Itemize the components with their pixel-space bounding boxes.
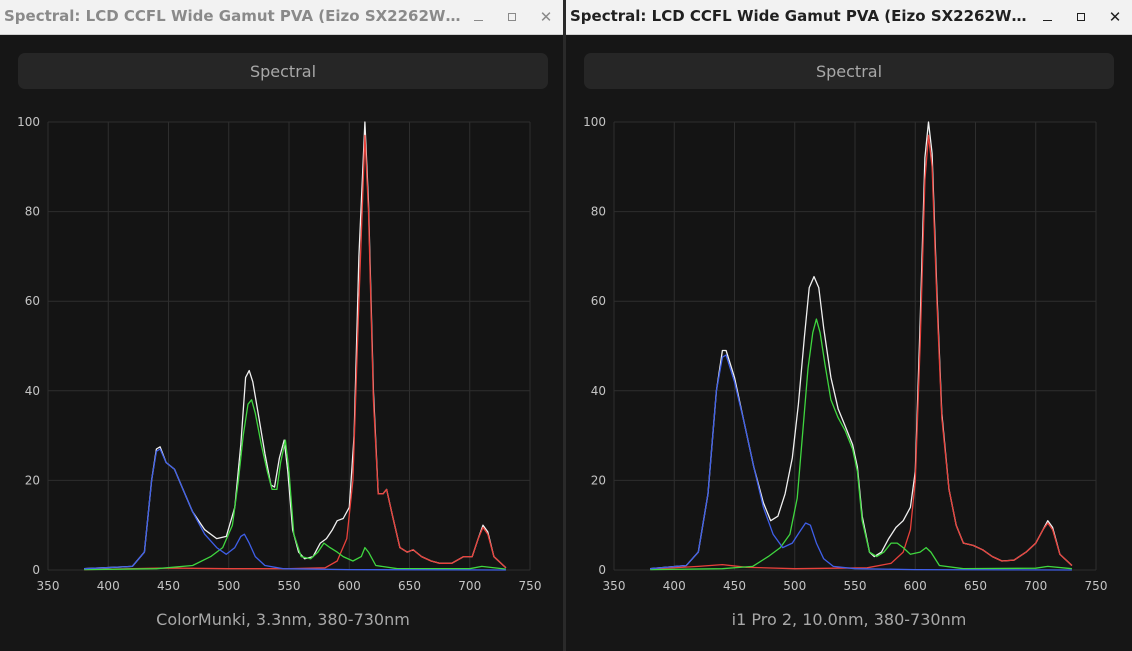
x-tick-label: 400: [97, 579, 120, 593]
close-icon[interactable]: ✕: [539, 7, 553, 26]
series-line-green: [650, 318, 1072, 571]
maximize-icon[interactable]: [1070, 6, 1092, 28]
y-tick-label: 40: [25, 384, 40, 398]
y-tick-label: 40: [591, 384, 606, 398]
x-tick-label: 700: [1024, 579, 1047, 593]
x-tick-label: 500: [783, 579, 806, 593]
window-colormunki: Spectral: LCD CCFL Wide Gamut PVA (Eizo …: [0, 0, 563, 651]
y-tick-label: 0: [32, 563, 40, 577]
x-tick-label: 350: [37, 579, 60, 593]
chart-caption: ColorMunki, 3.3nm, 380-730nm: [156, 610, 410, 629]
x-tick-label: 750: [1085, 579, 1108, 593]
spectral-chart: 350 400 450 500 550 600 650 700 750 0 20 40 60 80 100: [583, 115, 1108, 593]
x-tick-label: 400: [663, 579, 686, 593]
chart-caption: i1 Pro 2, 10.0nm, 380-730nm: [731, 610, 967, 629]
minimize-icon[interactable]: [1036, 6, 1058, 28]
close-icon[interactable]: ✕: [1108, 7, 1122, 26]
spectral-header: Spectral: [584, 53, 1114, 89]
title-bar[interactable]: Spectral: LCD CCFL Wide Gamut PVA (Eizo …: [566, 0, 1132, 35]
series-line-blue: [650, 354, 1072, 571]
x-tick-label: 650: [398, 579, 421, 593]
window-i1pro2: Spectral: LCD CCFL Wide Gamut PVA (Eizo …: [566, 0, 1132, 651]
title-bar[interactable]: Spectral: LCD CCFL Wide Gamut PVA (Eizo …: [0, 0, 563, 35]
window-title: Spectral: LCD CCFL Wide Gamut PVA (Eizo …: [570, 7, 1030, 25]
y-tick-label: 80: [591, 205, 606, 219]
x-tick-label: 600: [904, 579, 927, 593]
y-tick-label: 100: [17, 115, 40, 129]
x-tick-label: 450: [157, 579, 180, 593]
window-title: Spectral: LCD CCFL Wide Gamut PVA (Eizo …: [4, 7, 462, 25]
maximize-icon[interactable]: [501, 6, 523, 28]
spectral-chart: 350 400 450 500 550 600 650 700 750 0 20 40 60 80 100: [17, 115, 542, 593]
x-tick-label: 700: [458, 579, 481, 593]
x-tick-label: 750: [519, 579, 542, 593]
y-tick-label: 0: [598, 563, 606, 577]
x-tick-label: 500: [217, 579, 240, 593]
spectral-header: Spectral: [18, 53, 548, 89]
minimize-icon[interactable]: [467, 6, 489, 28]
window-divider: [563, 0, 566, 651]
y-tick-label: 80: [25, 205, 40, 219]
y-tick-label: 60: [25, 294, 40, 308]
series-line-blue: [84, 448, 506, 571]
y-tick-label: 100: [583, 115, 606, 129]
y-tick-label: 20: [591, 473, 606, 487]
x-tick-label: 450: [723, 579, 746, 593]
x-tick-label: 350: [603, 579, 626, 593]
x-tick-label: 550: [844, 579, 867, 593]
x-tick-label: 550: [278, 579, 301, 593]
series-line-red: [84, 134, 507, 571]
y-tick-label: 60: [591, 294, 606, 308]
x-tick-label: 650: [964, 579, 987, 593]
x-tick-label: 600: [338, 579, 361, 593]
y-tick-label: 20: [25, 473, 40, 487]
series-line-green: [84, 399, 506, 571]
series-line-red: [650, 134, 1073, 570]
